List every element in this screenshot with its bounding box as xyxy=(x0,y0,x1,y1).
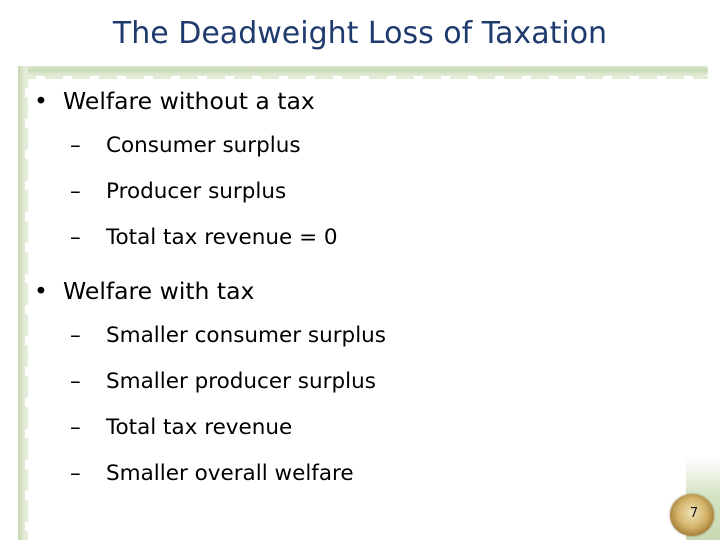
sub-item: – Smaller producer surplus xyxy=(70,359,694,405)
sub-list: – Smaller consumer surplus – Smaller produ… xyxy=(63,313,694,497)
sub-item-text: Smaller overall welfare xyxy=(106,461,354,486)
dash-icon: – xyxy=(70,133,81,158)
dash-icon: – xyxy=(70,369,81,394)
dash-icon: – xyxy=(70,461,81,486)
sub-item-text: Total tax revenue xyxy=(106,415,293,440)
dash-icon: – xyxy=(70,179,81,204)
bullet-text: Welfare with tax xyxy=(63,277,255,305)
dash-icon: – xyxy=(70,323,81,348)
sub-item-text: Consumer surplus xyxy=(106,133,301,158)
sub-item-text: Producer surplus xyxy=(106,179,287,204)
slide-title: The Deadweight Loss of Taxation xyxy=(112,16,608,51)
sub-item: – Smaller overall welfare xyxy=(70,451,694,497)
sub-item-text: Total tax revenue = 0 xyxy=(106,225,338,250)
sub-item: – Consumer surplus xyxy=(70,123,694,169)
dash-icon: – xyxy=(70,225,81,250)
sub-item-text: Smaller consumer surplus xyxy=(106,323,387,348)
bullet-list: • Welfare without a tax – Consumer surplu… xyxy=(34,84,694,506)
sub-item: – Producer surplus xyxy=(70,169,694,215)
bullet-text: Welfare without a tax xyxy=(63,87,315,115)
page-badge-icon xyxy=(670,494,714,536)
sub-list: – Consumer surplus – Producer surplus – Tot… xyxy=(63,123,694,261)
dash-icon: – xyxy=(70,415,81,440)
bullet-icon: • xyxy=(34,87,48,115)
page-number: 7 xyxy=(689,506,699,521)
sub-item-text: Smaller producer surplus xyxy=(106,369,376,394)
bullet-welfare-without-tax: • Welfare without a tax – Consumer surplu… xyxy=(34,84,694,261)
decorative-frame-top xyxy=(18,66,708,79)
bullet-welfare-with-tax: • Welfare with tax – Smaller consumer sur… xyxy=(34,274,694,497)
bullet-icon: • xyxy=(34,277,48,305)
sub-item: – Total tax revenue xyxy=(70,405,694,451)
decorative-frame-left xyxy=(18,66,28,540)
sub-item: – Smaller consumer surplus xyxy=(70,313,694,359)
sub-item: – Total tax revenue = 0 xyxy=(70,215,694,261)
